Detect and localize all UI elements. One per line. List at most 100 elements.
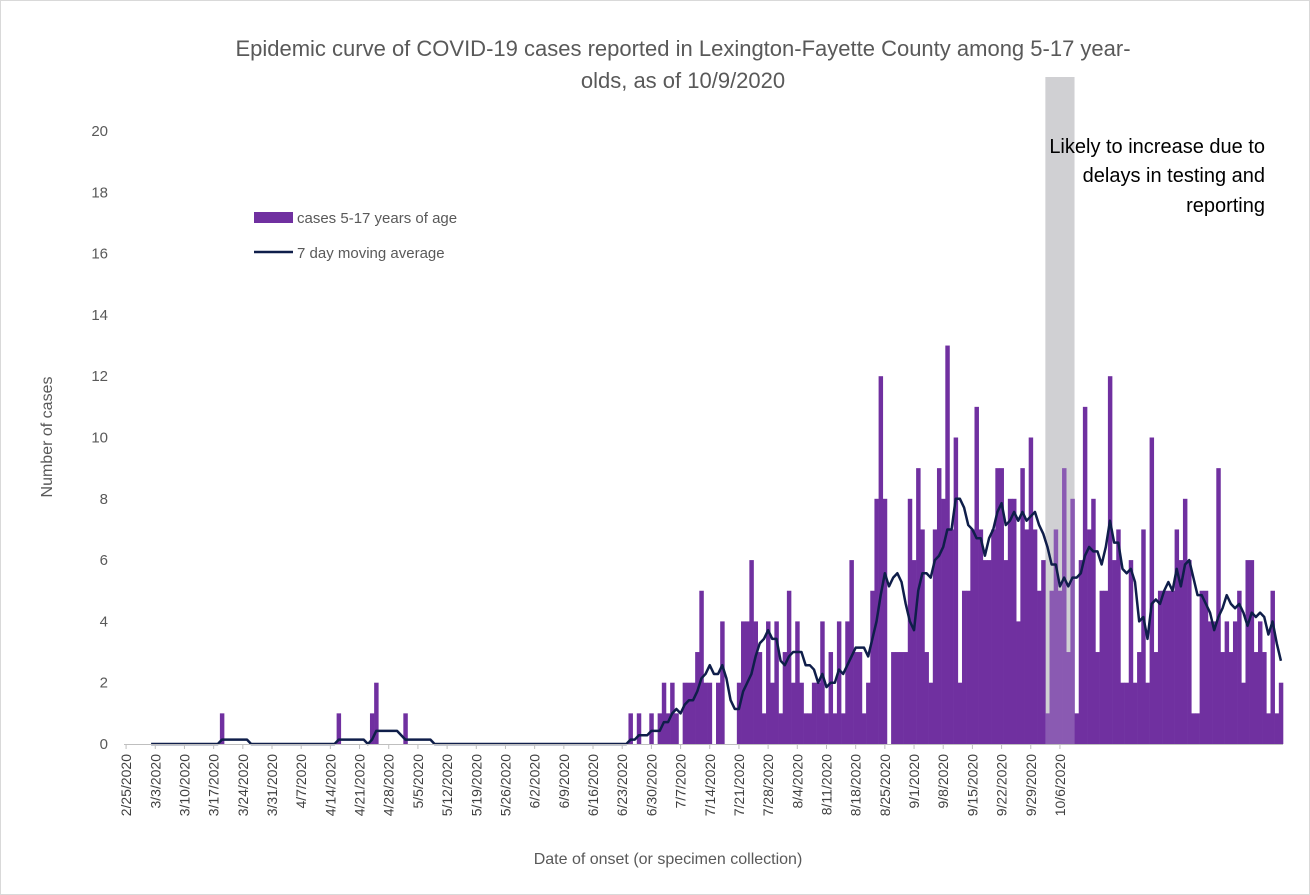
bar	[1262, 652, 1267, 744]
bar	[1003, 560, 1009, 744]
bar	[849, 560, 854, 744]
bar	[707, 682, 713, 744]
chart-title-line1: Epidemic curve of COVID-19 cases reporte…	[235, 36, 1130, 61]
bar	[1012, 498, 1017, 744]
x-tick-label: 4/7/2020	[293, 754, 309, 809]
bar	[803, 713, 809, 744]
bar	[1107, 376, 1113, 744]
x-tick-label: 3/10/2020	[176, 754, 192, 816]
bar	[1137, 652, 1142, 744]
bar	[1257, 621, 1263, 744]
bar	[1162, 590, 1167, 744]
bar	[1187, 560, 1192, 744]
chart-title-line2: olds, as of 10/9/2020	[581, 68, 785, 93]
bar	[1199, 590, 1205, 744]
y-tick-label: 14	[91, 307, 108, 324]
y-tick-label: 4	[100, 613, 108, 630]
bar	[219, 713, 225, 744]
bar	[911, 560, 917, 744]
bar	[1249, 560, 1255, 744]
bar	[1266, 713, 1271, 744]
bar	[649, 713, 654, 744]
x-tick-label: 7/28/2020	[760, 754, 776, 816]
bar	[832, 713, 838, 744]
bar	[916, 468, 921, 744]
bar	[1049, 590, 1054, 744]
y-tick-label: 10	[91, 430, 108, 447]
bar	[1103, 590, 1109, 744]
bar	[1124, 682, 1130, 744]
bar	[374, 682, 379, 744]
bar	[1007, 498, 1013, 744]
annotation-line3: reporting	[1186, 195, 1265, 217]
bar	[899, 652, 904, 744]
bar	[999, 468, 1004, 744]
y-tick-label: 12	[91, 368, 108, 385]
bar	[1016, 621, 1021, 744]
bar	[1053, 529, 1059, 744]
x-tick-label: 7/14/2020	[702, 754, 718, 816]
bar	[1212, 621, 1217, 744]
bar	[1062, 468, 1067, 744]
bar	[936, 468, 942, 744]
x-tick-label: 5/5/2020	[410, 754, 426, 809]
bar	[966, 590, 971, 744]
moving-average-line	[151, 497, 1283, 746]
bar	[928, 682, 934, 744]
bar	[824, 713, 829, 744]
bar	[1174, 529, 1180, 744]
bar	[753, 621, 758, 744]
bar	[369, 713, 375, 744]
bar	[1070, 498, 1075, 744]
bar	[703, 682, 708, 744]
bar	[403, 713, 408, 744]
x-tick-label: 8/25/2020	[877, 754, 893, 816]
x-tick-label: 8/18/2020	[848, 754, 864, 816]
x-tick-labels: 2/25/2020 3/3/2020 3/10/2020 3/17/2020 3/24/…	[118, 744, 1068, 816]
bar	[816, 682, 821, 744]
x-tick-label: 4/28/2020	[381, 754, 397, 816]
bar	[870, 590, 875, 744]
x-tick-label: 7/21/2020	[731, 754, 747, 816]
bar	[786, 590, 792, 744]
bar	[1278, 682, 1284, 744]
bar	[995, 468, 1000, 744]
x-tick-label: 8/4/2020	[789, 754, 805, 809]
bar	[836, 621, 842, 744]
bar	[1028, 437, 1034, 744]
annotation-line2: delays in testing and	[1083, 165, 1265, 187]
bar	[1032, 529, 1038, 744]
x-tick-label: 4/14/2020	[322, 754, 338, 816]
bar	[1191, 713, 1196, 744]
bar	[791, 682, 796, 744]
bar	[761, 713, 767, 744]
x-tick-label: 9/22/2020	[994, 754, 1010, 816]
bar	[961, 590, 967, 744]
bar	[686, 682, 692, 744]
bar	[1270, 590, 1275, 744]
bar	[891, 652, 896, 744]
bar	[1041, 560, 1046, 744]
bar	[903, 652, 909, 744]
bar	[920, 529, 925, 744]
bar	[720, 621, 725, 744]
bar	[1207, 621, 1213, 744]
x-tick-label: 7/7/2020	[673, 754, 689, 809]
x-tick-label: 6/9/2020	[556, 754, 572, 809]
bar	[1066, 652, 1071, 744]
bar	[1095, 652, 1100, 744]
bar	[982, 560, 988, 744]
bar	[1237, 590, 1242, 744]
bar	[987, 560, 992, 744]
bar	[945, 345, 950, 744]
x-tick-label: 9/8/2020	[935, 754, 951, 809]
bar	[665, 713, 671, 744]
x-tick-label: 6/2/2020	[527, 754, 543, 809]
bar	[716, 682, 721, 744]
y-tick-label: 8	[100, 491, 108, 508]
y-tick-label: 0	[100, 736, 108, 753]
x-tick-label: 10/6/2020	[1052, 754, 1068, 816]
